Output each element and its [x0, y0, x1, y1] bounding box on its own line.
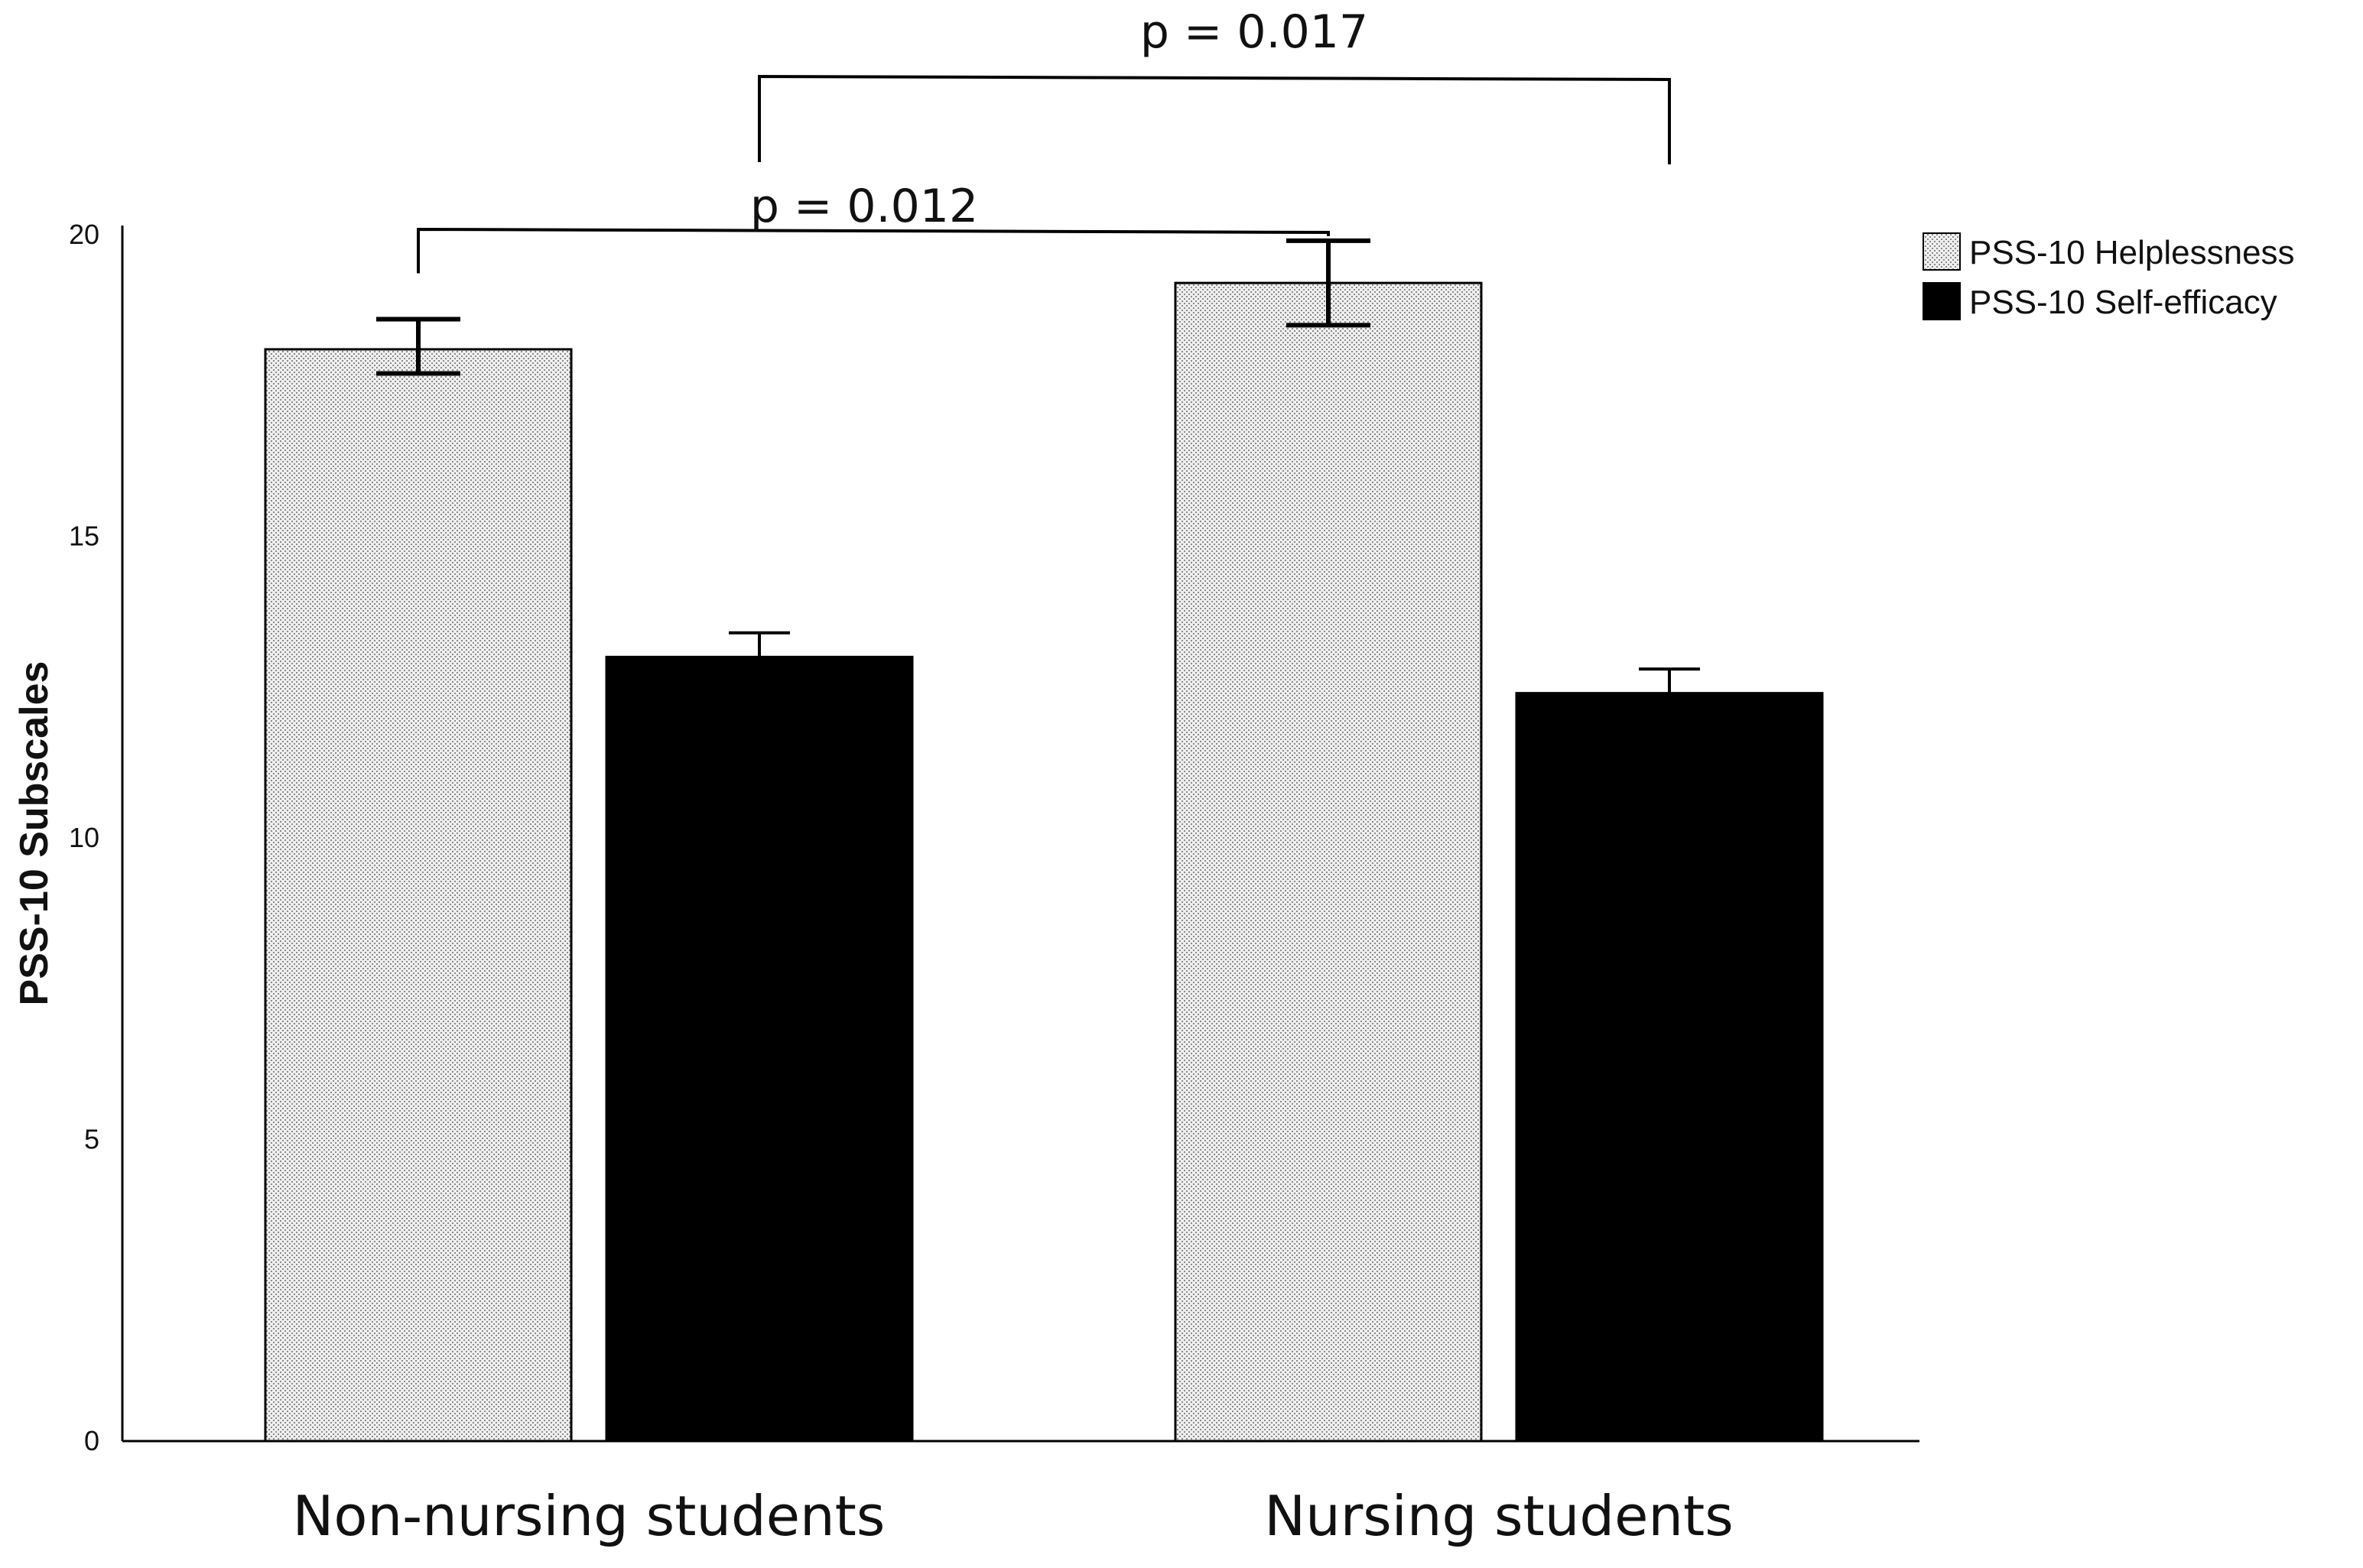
legend-swatch-self-efficacy — [1923, 282, 1961, 320]
legend-label: PSS-10 Self-efficacy — [1969, 284, 2277, 321]
y-axis-label: PSS-10 Subscales — [12, 661, 57, 1006]
x-tick-label: Non-nursing students — [293, 1484, 886, 1548]
y-tick-label: 15 — [69, 521, 99, 552]
legend-swatch-helplessness — [1923, 232, 1961, 271]
y-tick-label: 20 — [69, 219, 99, 250]
legend-label: PSS-10 Helplessness — [1969, 234, 2295, 271]
p-value-label: p = 0.012 — [750, 180, 978, 233]
bar-helplessness-non-nursing — [264, 348, 573, 1443]
y-tick-label: 5 — [84, 1124, 99, 1155]
y-tick-label: 10 — [69, 822, 99, 853]
significance-bracket — [758, 74, 1671, 164]
y-tick-label: 0 — [84, 1425, 99, 1456]
p-value-label: p = 0.017 — [1140, 5, 1368, 59]
x-tick-label: Nursing students — [1264, 1484, 1734, 1548]
bar-self-efficacy-nursing — [1515, 692, 1824, 1443]
significance-bracket — [417, 227, 1330, 274]
bar-self-efficacy-non-nursing — [605, 655, 914, 1443]
bar-helplessness-nursing — [1174, 281, 1483, 1443]
